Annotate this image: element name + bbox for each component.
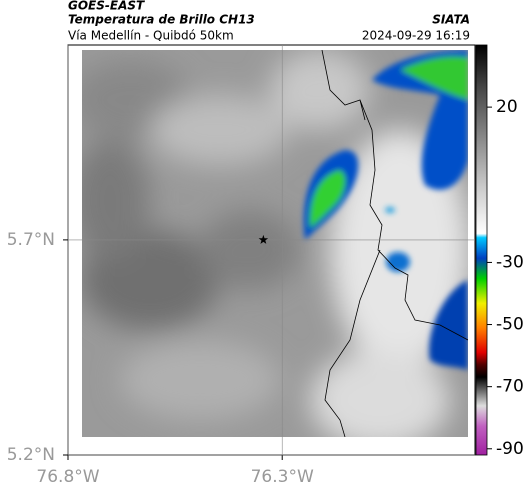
blob [150, 95, 290, 165]
blob [310, 350, 450, 437]
colorbar-tick-label: -70 [496, 377, 524, 397]
cell [309, 170, 346, 228]
cell [385, 207, 395, 213]
lat-tick-label: 5.7°N [7, 230, 55, 250]
border [321, 50, 468, 437]
timestamp: 2024-09-29 16:19 [362, 29, 470, 43]
station-marker [258, 234, 269, 244]
blob [82, 140, 150, 260]
satellite-image [82, 50, 468, 437]
cell [386, 252, 410, 272]
blob [120, 340, 280, 420]
cell [400, 56, 468, 100]
colorbar [475, 44, 488, 456]
lon-tick-label: 76.3°W [251, 467, 314, 487]
blob [200, 210, 300, 290]
convective-cells [303, 50, 468, 370]
cloud-texture [82, 50, 468, 437]
cell [429, 280, 468, 370]
route: Vía Medellín - Quibdó 50km [68, 29, 234, 43]
blob [270, 50, 370, 130]
source: SIATA [432, 13, 470, 27]
subtitle: Temperatura de Brillo CH13 [68, 13, 255, 27]
colorbar-tick-label: -50 [496, 315, 524, 335]
lat-tick-label: 5.2°N [7, 445, 55, 465]
blob [330, 130, 468, 370]
colorbar-tick-label: -30 [496, 252, 524, 272]
lon-tick-label: 76.8°W [36, 467, 99, 487]
colorbar-tick-label: 20 [496, 97, 518, 117]
title: GOES-EAST [68, 0, 145, 13]
colorbar-tick-label: -90 [496, 439, 524, 459]
